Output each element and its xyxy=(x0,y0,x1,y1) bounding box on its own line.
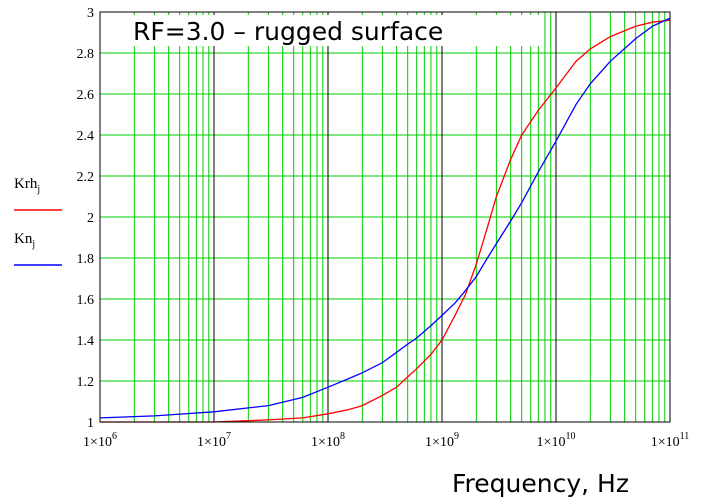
series-line-krh xyxy=(100,19,671,423)
y-tick-label: 2.2 xyxy=(77,170,95,185)
y-tick-label: 1.6 xyxy=(77,293,95,308)
plot-frame xyxy=(99,11,671,423)
x-tick-label: 1×107 xyxy=(197,431,231,450)
y-tick-label: 1 xyxy=(87,416,94,431)
x-tick-label: 1×108 xyxy=(311,431,345,450)
y-tick-label: 2 xyxy=(87,211,94,226)
x-axis-label: Frequency, Hz xyxy=(452,469,629,498)
legend-label-krh: Krhj xyxy=(14,176,40,195)
series-layer xyxy=(99,17,671,423)
y-tick-label: 1.8 xyxy=(77,252,95,267)
y-tick-label: 1.4 xyxy=(77,334,95,349)
x-tick-label: 1×106 xyxy=(83,431,117,450)
y-axis-ticks: 1 1.2 1.4 1.6 1.8 2 2.2 2.4 2.6 2.8 3 xyxy=(77,6,95,431)
y-tick-label: 2.6 xyxy=(77,88,95,103)
y-tick-label: 2.4 xyxy=(77,129,95,144)
title-background xyxy=(130,15,540,46)
y-tick-label: 1.2 xyxy=(77,375,95,390)
x-axis-ticks: 1×106 1×107 1×108 1×109 1×1010 1×1011 xyxy=(83,431,689,450)
legend-label-kn: Knj xyxy=(14,231,35,250)
x-tick-label: 1×1010 xyxy=(537,431,576,450)
series-line-kn xyxy=(99,17,671,419)
x-tick-label: 1×1011 xyxy=(651,431,690,450)
legend: Krhj Knj xyxy=(14,176,62,266)
x-tick-label: 1×109 xyxy=(425,431,459,450)
y-tick-label: 3 xyxy=(87,6,94,21)
chart-title: RF=3.0 – rugged surface xyxy=(133,17,443,46)
grid-major xyxy=(213,12,557,422)
y-tick-label: 2.8 xyxy=(77,47,95,62)
